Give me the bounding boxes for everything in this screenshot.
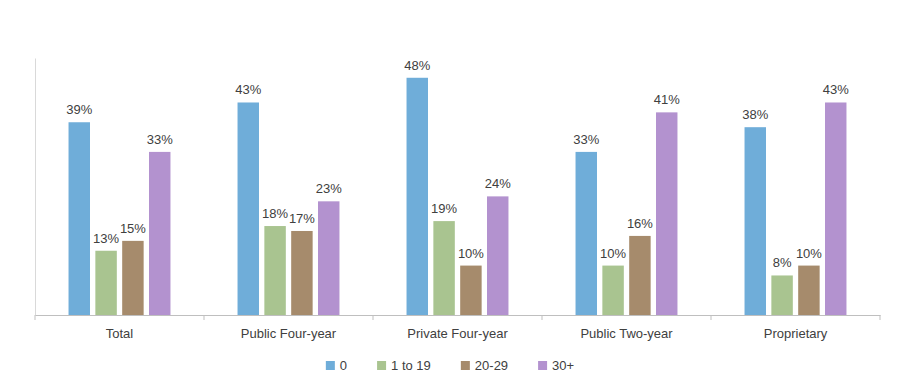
data-label: 17% — [289, 211, 315, 226]
data-labels: 39%43%48%33%38%13%18%19%10%8%15%17%10%16… — [66, 58, 849, 271]
x-axis: Total Public Four-year Private Four-year Pu… — [35, 315, 881, 341]
legend-label: 30+ — [552, 358, 574, 373]
bar — [433, 221, 454, 315]
legend-item: 1 to 19 — [377, 358, 431, 373]
bar — [407, 78, 428, 315]
bar — [576, 152, 597, 315]
legend-item: 0 — [326, 358, 347, 373]
bar — [318, 201, 339, 315]
bar — [149, 152, 170, 315]
data-label: 10% — [796, 246, 822, 261]
legend-swatch — [377, 361, 386, 370]
data-label: 33% — [573, 132, 599, 147]
category-separator — [204, 315, 205, 320]
bar — [238, 102, 259, 315]
bar — [487, 196, 508, 315]
y-axis — [35, 59, 36, 316]
x-tick-label: Public Four-year — [241, 326, 337, 341]
x-tick-label: Private Four-year — [407, 326, 508, 341]
x-tick-label: Public Two-year — [580, 326, 673, 341]
chart: 39%43%48%33%38%13%18%19%10%8%15%17%10%16… — [0, 0, 900, 387]
bar — [771, 275, 792, 315]
x-tick: Private Four-year — [407, 315, 508, 341]
bar — [122, 241, 143, 315]
bars — [69, 78, 847, 315]
legend: 0 1 to 19 20-29 30+ — [326, 358, 574, 373]
category-separator — [373, 315, 374, 320]
category-separator — [542, 315, 543, 320]
legend-label: 1 to 19 — [391, 358, 431, 373]
x-tick-label: Total — [106, 326, 134, 341]
data-label: 33% — [147, 132, 173, 147]
x-tick: Proprietary — [764, 315, 828, 341]
legend-swatch — [538, 361, 547, 370]
bar — [745, 127, 766, 315]
bar — [656, 112, 677, 315]
legend-item: 30+ — [538, 358, 574, 373]
category-separator — [711, 315, 712, 320]
legend-swatch — [461, 361, 470, 370]
data-label: 38% — [742, 107, 768, 122]
category-separator — [880, 315, 881, 320]
bar — [460, 266, 481, 315]
data-label: 19% — [431, 201, 457, 216]
x-axis-line — [36, 315, 881, 316]
legend-label: 0 — [340, 358, 347, 373]
y-axis-line — [35, 59, 36, 316]
data-label: 13% — [93, 231, 119, 246]
data-label: 8% — [773, 255, 792, 270]
data-label: 41% — [654, 92, 680, 107]
bar — [69, 122, 90, 315]
data-label: 18% — [262, 206, 288, 221]
data-label: 16% — [627, 216, 653, 231]
x-tick: Public Four-year — [241, 315, 337, 341]
data-label: 48% — [404, 58, 430, 73]
data-label: 15% — [120, 221, 146, 236]
x-tick-label: Proprietary — [764, 326, 828, 341]
bar — [602, 266, 623, 315]
x-tick: Total — [106, 315, 134, 341]
data-label: 39% — [66, 102, 92, 117]
bar — [95, 251, 116, 315]
category-separator — [35, 315, 36, 320]
x-tick: Public Two-year — [580, 315, 673, 341]
bar — [291, 231, 312, 315]
bar — [629, 236, 650, 315]
legend-label: 20-29 — [475, 358, 508, 373]
data-label: 43% — [823, 82, 849, 97]
data-label: 10% — [458, 246, 484, 261]
legend-swatch — [326, 361, 335, 370]
legend-item: 20-29 — [461, 358, 508, 373]
data-label: 23% — [316, 181, 342, 196]
bar — [264, 226, 285, 315]
bar — [798, 266, 819, 315]
data-label: 24% — [485, 176, 511, 191]
bar — [825, 102, 846, 315]
data-label: 43% — [235, 82, 261, 97]
data-label: 10% — [600, 246, 626, 261]
